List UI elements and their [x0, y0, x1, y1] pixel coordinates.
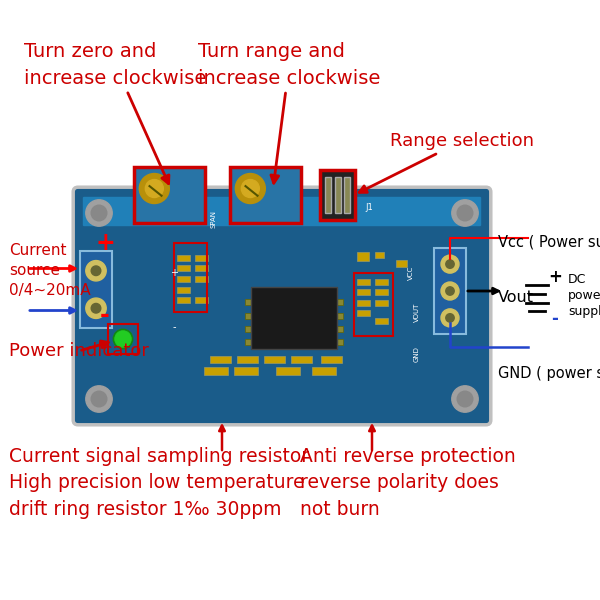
Bar	[245, 313, 252, 319]
Text: GND ( power supply- ): GND ( power supply- )	[498, 365, 600, 380]
Bar	[195, 255, 208, 261]
Text: +: +	[548, 268, 562, 286]
Bar	[174, 243, 207, 312]
Circle shape	[441, 282, 459, 300]
Bar	[210, 356, 231, 363]
Bar	[177, 287, 190, 293]
Circle shape	[91, 304, 101, 313]
Text: +: +	[170, 268, 178, 278]
Bar	[177, 255, 190, 261]
Bar	[195, 265, 208, 271]
Text: Current signal sampling resistor
High precision low temperature
drift ring resis: Current signal sampling resistor High pr…	[9, 447, 309, 519]
Bar	[177, 297, 190, 303]
Text: VCC: VCC	[408, 266, 414, 280]
Bar	[344, 177, 350, 213]
Text: J1: J1	[365, 202, 373, 211]
Text: Vcc ( Power supply+ ): Vcc ( Power supply+ )	[498, 235, 600, 251]
Bar	[325, 177, 331, 213]
Bar	[177, 276, 190, 282]
Bar	[357, 289, 370, 295]
Bar	[195, 297, 208, 303]
Text: Anti reverse protection
reverse polarity does
not burn: Anti reverse protection reverse polarity…	[300, 447, 516, 519]
Text: Power indicator: Power indicator	[9, 341, 149, 360]
Circle shape	[86, 200, 112, 226]
Circle shape	[86, 386, 112, 412]
Bar	[237, 356, 258, 363]
Text: -: -	[172, 322, 176, 332]
Bar	[357, 252, 369, 261]
FancyBboxPatch shape	[73, 187, 491, 425]
Circle shape	[86, 260, 106, 281]
Bar	[245, 339, 252, 345]
Circle shape	[446, 314, 454, 322]
FancyBboxPatch shape	[80, 251, 112, 328]
Circle shape	[452, 386, 478, 412]
Bar	[204, 367, 228, 375]
Text: DC
power
supply: DC power supply	[568, 272, 600, 318]
FancyBboxPatch shape	[230, 167, 301, 223]
Bar	[336, 326, 343, 332]
Bar	[396, 260, 407, 267]
Circle shape	[452, 200, 478, 226]
FancyBboxPatch shape	[434, 248, 466, 334]
Bar	[375, 289, 388, 295]
Bar	[108, 324, 138, 354]
FancyBboxPatch shape	[320, 170, 355, 220]
Bar	[357, 310, 370, 316]
Bar	[357, 279, 370, 285]
FancyBboxPatch shape	[83, 197, 481, 226]
Text: GND: GND	[414, 346, 420, 362]
Circle shape	[441, 309, 459, 327]
Bar	[312, 367, 336, 375]
FancyBboxPatch shape	[251, 287, 337, 349]
Circle shape	[91, 205, 107, 221]
Bar	[234, 367, 258, 375]
Bar	[336, 339, 343, 345]
Bar	[336, 313, 343, 319]
Bar	[336, 299, 343, 305]
Text: -: -	[100, 303, 110, 327]
Bar	[245, 299, 252, 305]
Text: Turn zero and
increase clockwise: Turn zero and increase clockwise	[24, 42, 206, 184]
Bar	[195, 276, 208, 282]
Circle shape	[86, 298, 106, 319]
Circle shape	[457, 205, 473, 221]
Circle shape	[145, 179, 163, 197]
Text: -: -	[551, 310, 559, 328]
Bar	[276, 367, 300, 375]
Circle shape	[115, 331, 131, 347]
Bar	[291, 356, 312, 363]
Circle shape	[457, 391, 473, 407]
Circle shape	[441, 255, 459, 273]
Text: Vout: Vout	[498, 289, 534, 304]
Bar	[335, 177, 341, 213]
Circle shape	[91, 266, 101, 275]
Bar	[375, 252, 384, 258]
Circle shape	[446, 260, 454, 268]
Bar	[357, 300, 370, 306]
Circle shape	[139, 173, 169, 203]
Bar	[245, 326, 252, 332]
Text: Turn range and
increase clockwise: Turn range and increase clockwise	[198, 42, 380, 183]
Bar	[177, 265, 190, 271]
Circle shape	[446, 287, 454, 295]
Text: +: +	[95, 231, 115, 255]
Bar	[375, 318, 388, 324]
Bar	[375, 279, 388, 285]
Bar	[321, 356, 342, 363]
FancyBboxPatch shape	[134, 167, 205, 223]
Bar	[375, 300, 388, 306]
Circle shape	[235, 173, 265, 203]
Bar	[354, 273, 393, 336]
Text: VOUT: VOUT	[414, 302, 420, 322]
Circle shape	[241, 179, 259, 197]
Circle shape	[91, 391, 107, 407]
Text: Current
source
0/4~20mA: Current source 0/4~20mA	[9, 243, 91, 298]
Text: Range selection: Range selection	[359, 132, 534, 193]
Bar	[264, 356, 285, 363]
Text: SPAN: SPAN	[210, 210, 216, 228]
